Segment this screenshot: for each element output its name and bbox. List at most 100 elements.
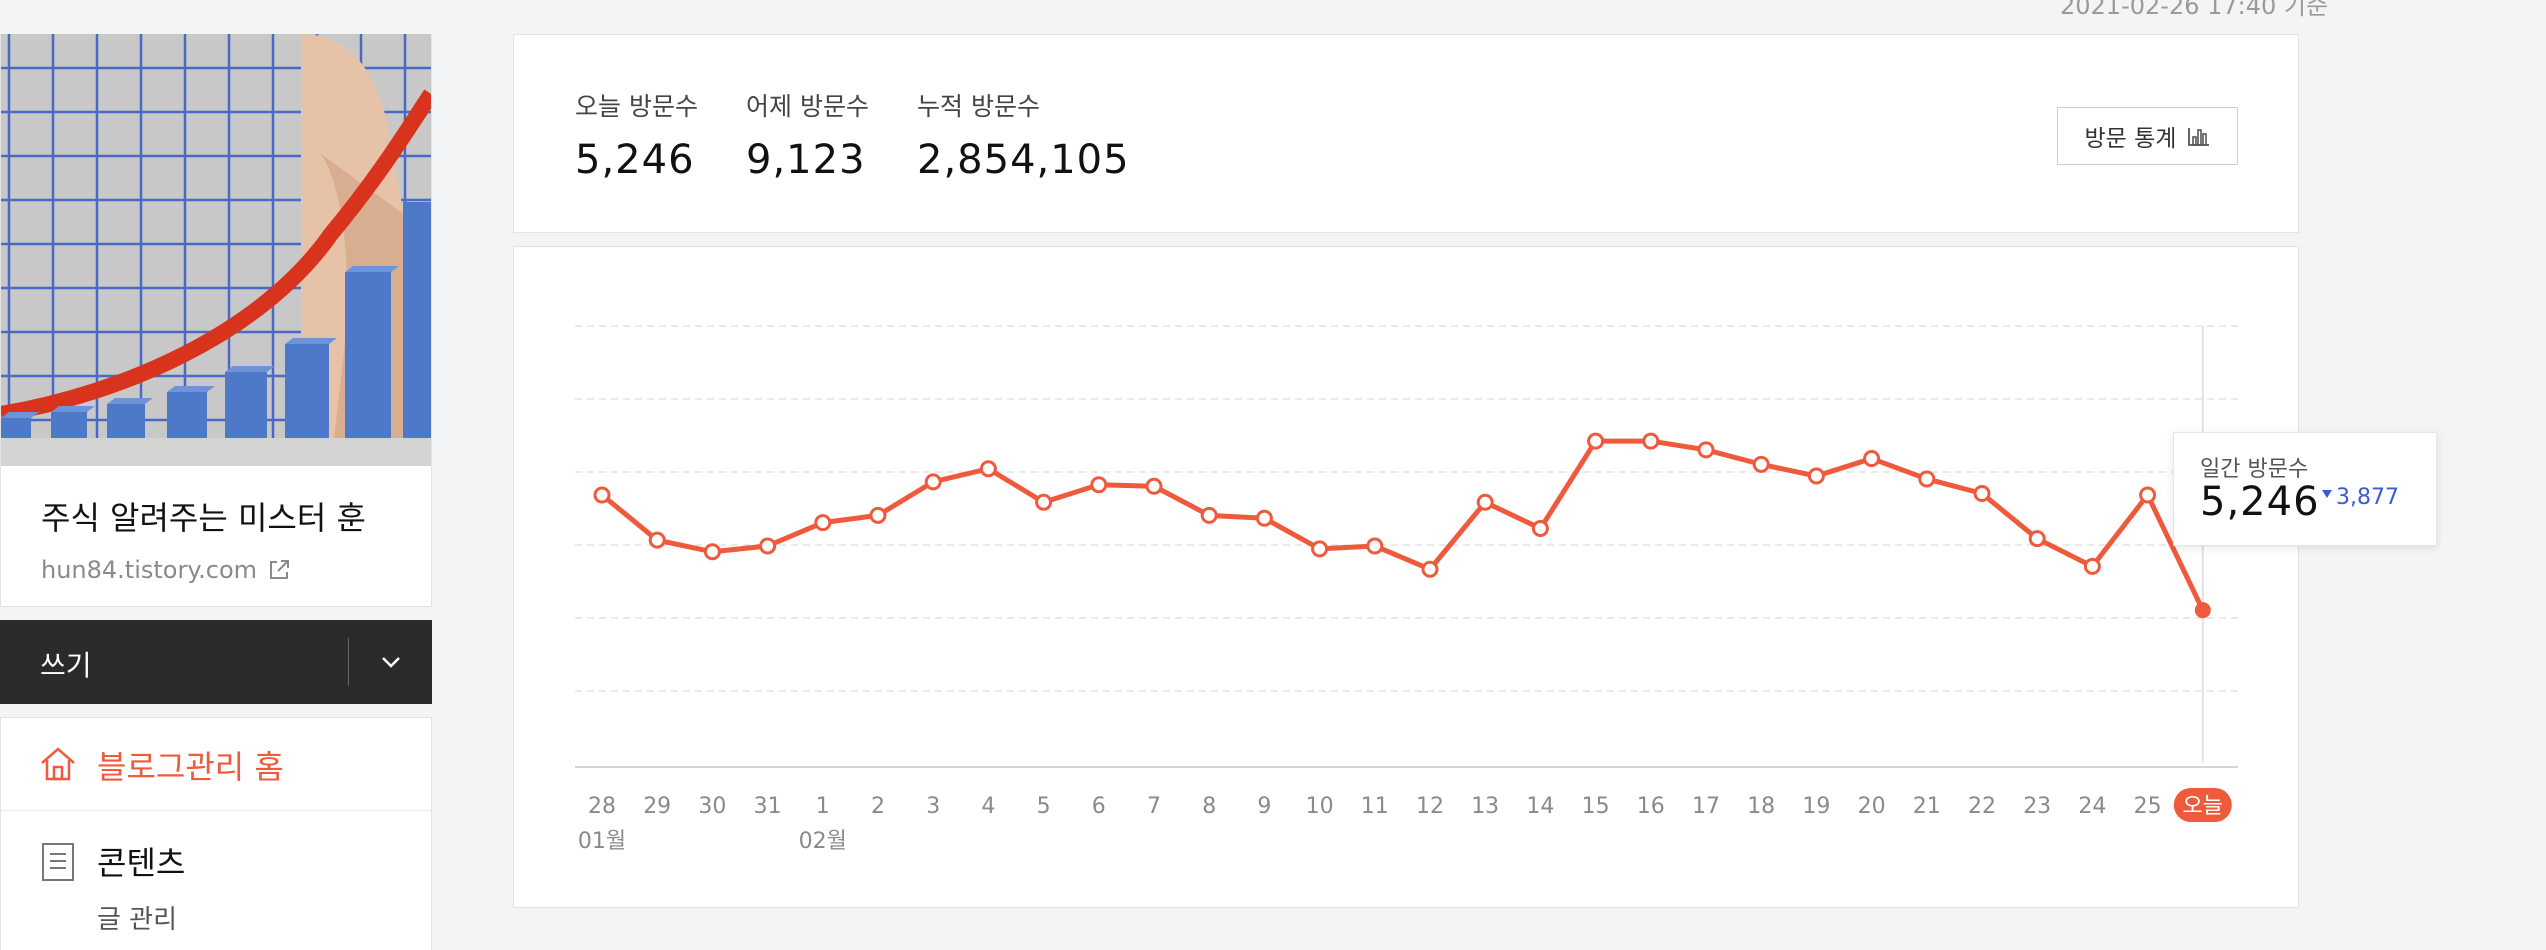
data-point	[1366, 537, 1384, 555]
data-point	[759, 537, 777, 555]
stat-total-label: 누적 방문수	[917, 92, 1040, 121]
x-tick-label: 24	[2078, 794, 2106, 819]
data-point	[1697, 441, 1715, 459]
data-point	[648, 531, 666, 549]
tooltip-delta: 3,877	[2322, 485, 2399, 510]
x-tick-label: 29	[643, 794, 671, 819]
data-point	[1200, 506, 1218, 524]
write-bar: 쓰기	[0, 620, 432, 704]
stat-yesterday-value: 9,123	[746, 137, 866, 183]
menu-item-home[interactable]: 블로그관리 홈	[1, 718, 431, 811]
visit-stats-button-label[interactable]: 방문 통계	[2084, 126, 2177, 152]
bar-chart-icon	[2188, 128, 2210, 146]
data-point	[1421, 560, 1439, 578]
admin-menu: 블로그관리 홈 콘텐츠 글 관리	[0, 717, 432, 950]
x-tick-label: 10	[1306, 794, 1334, 819]
x-tick-label: 18	[1747, 794, 1775, 819]
menu-subitem-post-manage[interactable]: 글 관리	[97, 905, 178, 935]
growth-chart-thumbnail-image	[1, 34, 431, 466]
data-point	[1476, 493, 1494, 511]
x-tick-label: 1	[816, 794, 830, 819]
today-tick-badge	[2173, 788, 2232, 822]
x-tick-label: 25	[2134, 794, 2162, 819]
stat-yesterday: 어제 방문수 9,123	[746, 87, 869, 183]
x-tick-label: 12	[1416, 794, 1444, 819]
data-point	[703, 543, 721, 561]
x-tick-label: 오늘	[2183, 794, 2223, 819]
blog-url-link[interactable]: hun84.tistory.com	[41, 556, 291, 584]
data-point	[869, 506, 887, 524]
data-point	[593, 486, 611, 504]
blog-thumbnail[interactable]	[1, 34, 431, 466]
x-month-label: 01월	[578, 829, 626, 854]
x-tick-label: 14	[1526, 794, 1554, 819]
x-tick-label: 22	[1968, 794, 1996, 819]
data-point	[2083, 557, 2101, 575]
x-tick-label: 23	[2023, 794, 2051, 819]
write-divider	[348, 638, 349, 686]
x-tick-label: 4	[981, 794, 995, 819]
x-tick-label: 19	[1802, 794, 1830, 819]
x-tick-label: 15	[1582, 794, 1610, 819]
data-point	[2139, 486, 2157, 504]
tooltip-value: 5,246	[2200, 479, 2320, 525]
stats-timestamp: 2021-02-26 17:40 기준	[2060, 0, 2329, 20]
chart-tooltip: 일간 방문수 5,246 3,877	[2173, 432, 2437, 546]
data-point	[1918, 470, 1936, 488]
data-point-highlight	[2194, 602, 2211, 619]
data-point	[1531, 519, 1549, 537]
daily-visit-chart-card: 28 29 30 31 1 2 3 4 5 6 7 8 9 10 11 12 13 14 15 16 17 18 19 20 2…	[513, 246, 2299, 908]
data-point	[1311, 540, 1329, 558]
data-point	[1863, 450, 1881, 468]
data-point	[814, 514, 832, 532]
blog-name[interactable]: 주식 알려주는 미스터 훈	[41, 499, 366, 537]
x-tick-label: 7	[1147, 794, 1161, 819]
external-link-icon[interactable]	[267, 558, 291, 582]
x-tick-label: 28	[588, 794, 616, 819]
data-point	[979, 460, 997, 478]
menu-item-home-label[interactable]: 블로그관리 홈	[97, 748, 284, 786]
stat-today-value: 5,246	[575, 137, 695, 183]
data-point	[1587, 432, 1605, 450]
x-tick-label: 21	[1913, 794, 1941, 819]
data-point	[1035, 493, 1053, 511]
data-point	[1973, 485, 1991, 503]
stat-today: 오늘 방문수 5,246	[575, 87, 698, 183]
data-point	[1255, 509, 1273, 527]
chevron-down-icon	[381, 657, 400, 668]
blog-profile-card: 주식 알려주는 미스터 훈 hun84.tistory.com	[0, 34, 432, 607]
x-month-label: 02월	[799, 829, 847, 854]
data-point	[1090, 476, 1108, 494]
daily-visit-chart: 28 29 30 31 1 2 3 4 5 6 7 8 9 10 11 12 13 14 15 16 17 18 19 20 2…	[575, 325, 2238, 854]
x-tick-label: 30	[698, 794, 726, 819]
stat-today-label: 오늘 방문수	[575, 92, 698, 121]
x-tick-label: 3	[926, 794, 940, 819]
data-point	[1752, 455, 1770, 473]
visit-stats-card: 오늘 방문수 5,246 어제 방문수 9,123 누적 방문수 2,854,1…	[513, 34, 2299, 233]
stat-total-value: 2,854,105	[917, 137, 1130, 183]
x-tick-label: 6	[1092, 794, 1106, 819]
data-point	[1642, 432, 1660, 450]
tooltip-label: 일간 방문수	[2200, 457, 2309, 482]
data-point	[1145, 477, 1163, 495]
decrease-arrow-icon	[2322, 489, 2332, 498]
visit-stats-button[interactable]: 방문 통계	[2057, 107, 2238, 165]
tooltip-delta-value: 3,877	[2336, 485, 2399, 510]
x-tick-label: 5	[1037, 794, 1051, 819]
series-line	[600, 438, 2206, 612]
x-tick-label: 16	[1637, 794, 1665, 819]
stat-yesterday-label: 어제 방문수	[746, 92, 869, 121]
write-options-toggle[interactable]	[349, 620, 432, 704]
data-point	[2028, 530, 2046, 548]
x-tick-label: 11	[1361, 794, 1389, 819]
menu-item-contents-label[interactable]: 콘텐츠	[97, 844, 186, 882]
x-tick-label: 20	[1858, 794, 1886, 819]
data-point	[924, 473, 942, 491]
x-tick-label: 8	[1202, 794, 1216, 819]
write-button[interactable]: 쓰기	[40, 649, 92, 682]
x-tick-label: 2	[871, 794, 885, 819]
home-icon	[41, 747, 75, 781]
blog-url-text[interactable]: hun84.tistory.com	[41, 556, 258, 584]
x-tick-label: 17	[1692, 794, 1720, 819]
x-tick-label: 13	[1471, 794, 1499, 819]
